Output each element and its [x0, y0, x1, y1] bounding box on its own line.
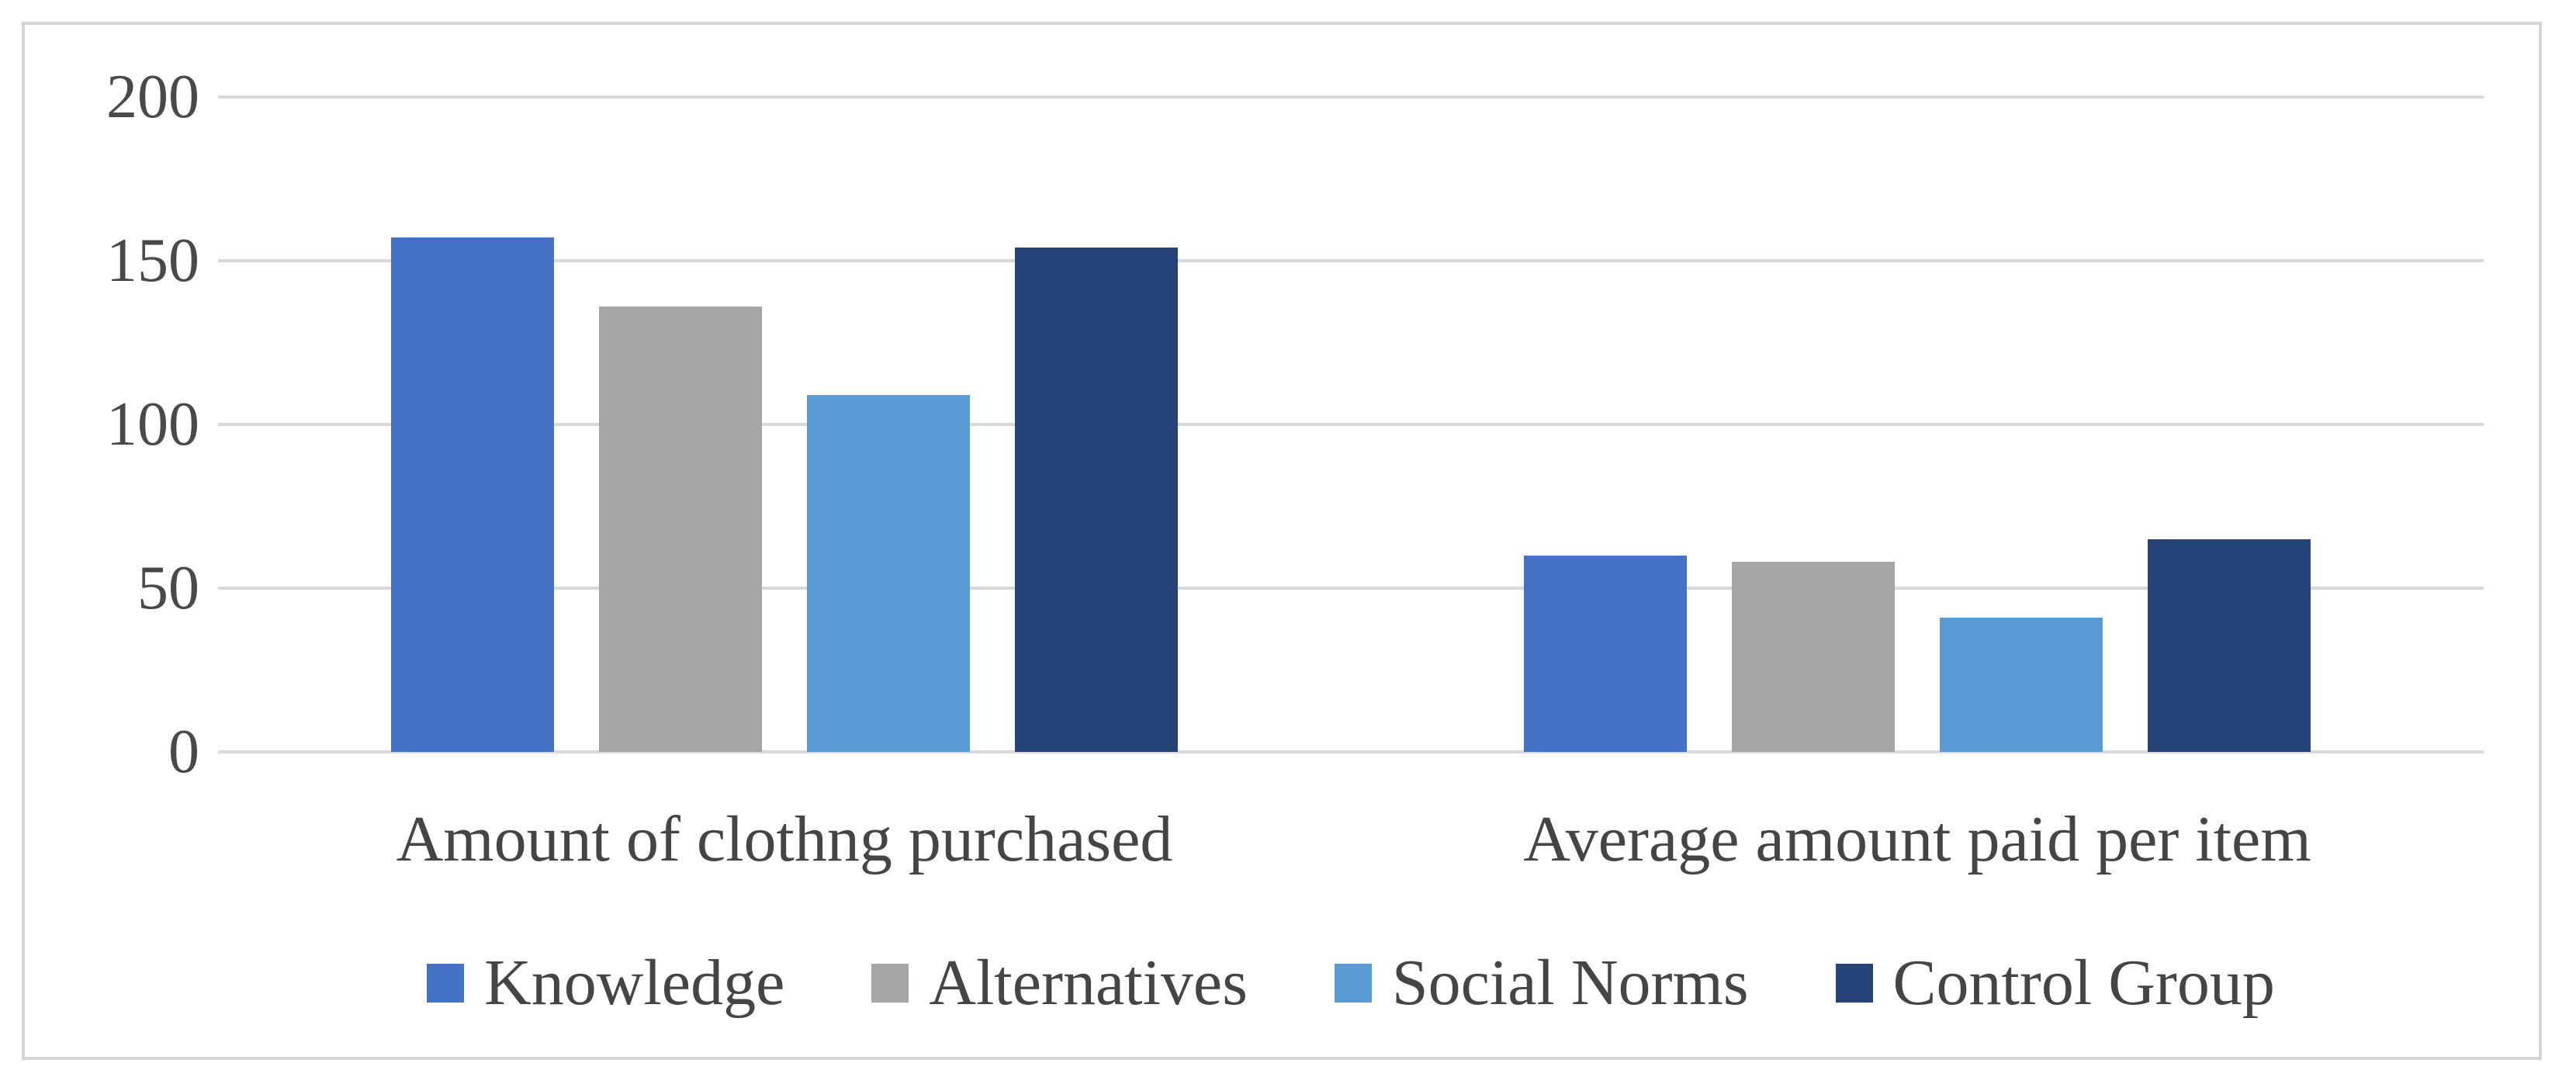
legend-item-knowledge: Knowledge: [427, 944, 784, 1022]
bar-knowledge-cat2: [1524, 556, 1687, 752]
y-tick-label-50: 50: [137, 554, 199, 622]
legend-label: Knowledge: [484, 947, 785, 1019]
legend-item-social-norms: Social Norms: [1334, 944, 1749, 1022]
chart-legend: Knowledge Alternatives Social Norms Control…: [218, 940, 2484, 1026]
legend-marker-icon: [427, 964, 465, 1003]
y-tick-label-0: 0: [168, 718, 199, 786]
gridline-y-50: [218, 587, 2484, 590]
gridline-y-200: [218, 95, 2484, 99]
category-label-1: Amount of clothng purchased: [396, 803, 1173, 875]
bar-knowledge-cat1: [391, 237, 554, 752]
bar-alternatives-cat2: [1732, 562, 1895, 752]
bar-social-norms-cat2: [1940, 618, 2103, 752]
x-axis-category-labels: Amount of clothng purchased Average amoun…: [218, 797, 2484, 890]
legend-item-alternatives: Alternatives: [871, 944, 1248, 1022]
plot-area: [218, 95, 2484, 753]
y-tick-label-150: 150: [106, 227, 199, 295]
y-tick-label-200: 200: [106, 63, 199, 131]
bar-alternatives-cat1: [599, 307, 762, 752]
legend-item-control-group: Control Group: [1835, 944, 2275, 1022]
y-tick-label-100: 100: [106, 390, 199, 459]
legend-label: Control Group: [1892, 947, 2275, 1019]
chart-frame: 200 150 100 50 0 Amount of clothng purchased…: [22, 22, 2542, 1060]
bar-control-group-cat2: [2148, 539, 2311, 752]
legend-marker-icon: [871, 964, 909, 1003]
gridline-y-0: [218, 750, 2484, 753]
category-label-2: Average amount paid per item: [1523, 803, 2311, 875]
gridline-y-100: [218, 423, 2484, 426]
gridline-y-150: [218, 259, 2484, 262]
legend-marker-icon: [1334, 964, 1372, 1003]
legend-label: Alternatives: [929, 947, 1248, 1019]
bar-social-norms-cat1: [807, 395, 970, 752]
legend-label: Social Norms: [1391, 947, 1749, 1019]
legend-marker-icon: [1835, 964, 1873, 1003]
bar-control-group-cat1: [1015, 248, 1178, 752]
